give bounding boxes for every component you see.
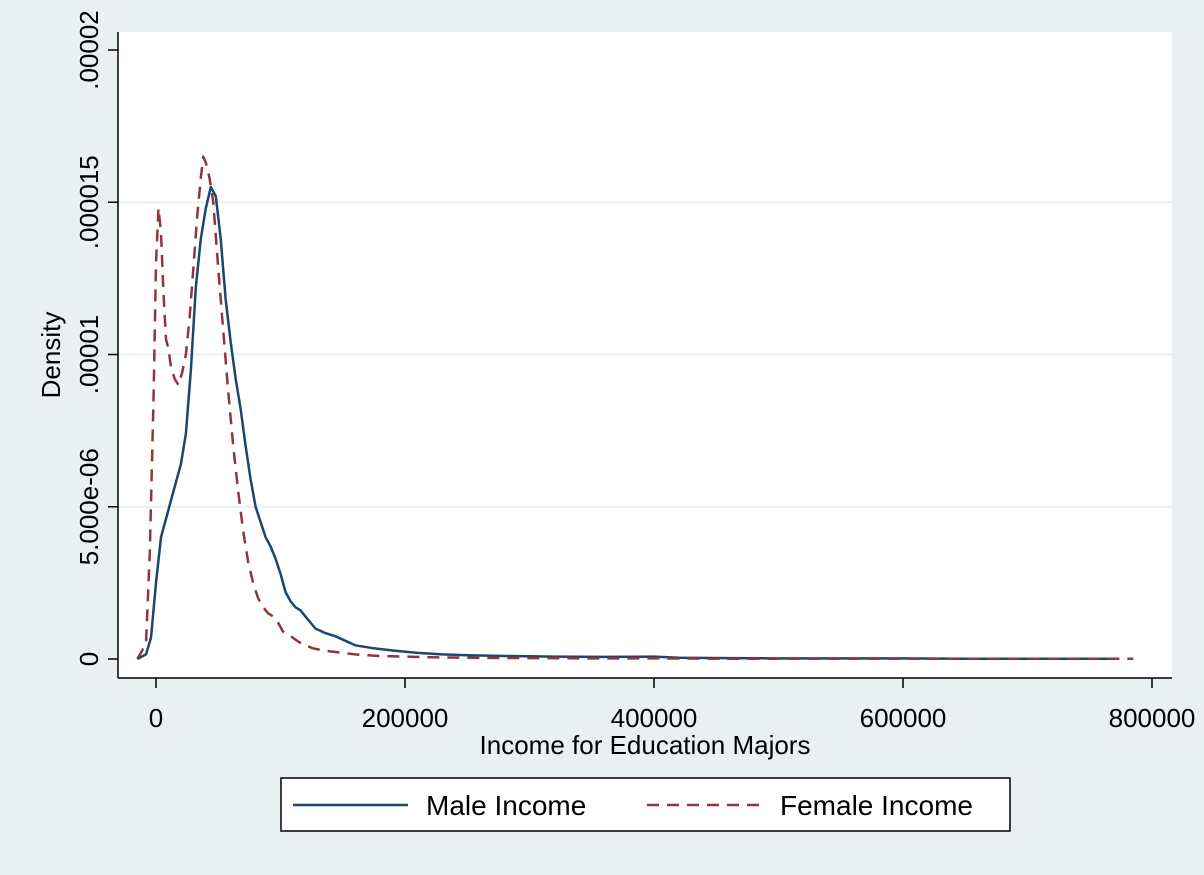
y-tick-label-0: 0 — [74, 652, 104, 666]
gridlines — [118, 201, 1172, 508]
x-tick-label-3: 600000 — [860, 703, 947, 733]
x-tick-label-1: 200000 — [362, 703, 449, 733]
y-tick-label-1: 5.000e-06 — [74, 448, 104, 565]
x-tick-label-4: 800000 — [1109, 703, 1196, 733]
y-tick-label-4: .00002 — [74, 10, 104, 90]
y-tick-label-2: .00001 — [74, 315, 104, 395]
y-axis-title: Density — [36, 312, 66, 399]
legend: Male Income Female Income — [280, 777, 1011, 832]
y-tick-label-3: .000015 — [74, 155, 104, 249]
series-line-male-income — [136, 185, 1115, 661]
x-axis-title: Income for Education Majors — [480, 730, 811, 760]
x-tick-label-2: 400000 — [611, 703, 698, 733]
series-lines — [136, 155, 1134, 661]
ticks: 0 5.000e-06 .00001 .000015 .00002 0 200000 4000… — [74, 10, 1195, 733]
series-line-female-income — [136, 155, 1134, 660]
legend-label-male-income: Male Income — [426, 790, 586, 821]
legend-label-female-income: Female Income — [780, 790, 973, 821]
x-tick-label-0: 0 — [149, 703, 163, 733]
